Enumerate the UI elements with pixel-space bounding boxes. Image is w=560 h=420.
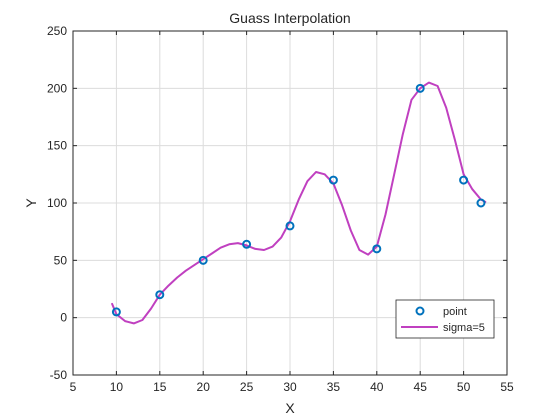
- ticks: 5 10 15 20 25 30 35 40 45 50 55 -50 0 50 100 150 200 250: [47, 24, 514, 394]
- legend-label-sigma: sigma=5: [443, 322, 485, 334]
- data-point-marker: [242, 239, 252, 249]
- data-point-marker: [111, 307, 121, 317]
- legend-box: [395, 299, 495, 339]
- data-point-marker: [415, 83, 425, 93]
- data-point-marker: [372, 244, 382, 254]
- legend-label-point: point: [443, 306, 467, 318]
- x-tick-label: 45: [414, 380, 428, 394]
- data-point-marker: [198, 255, 208, 265]
- y-tick-label: 200: [47, 81, 67, 95]
- x-tick-label: 50: [457, 380, 471, 394]
- x-tick-label: 30: [283, 380, 297, 394]
- x-tick-label: 55: [500, 380, 514, 394]
- data-point-marker: [328, 175, 338, 185]
- data-point-marker: [459, 175, 469, 185]
- y-tick-label: 250: [47, 24, 67, 38]
- x-tick-label: 15: [153, 380, 167, 394]
- y-tick-label: 150: [47, 139, 67, 153]
- x-tick-label: 25: [240, 380, 254, 394]
- series-layer: [111, 81, 487, 325]
- legend: point sigma=5: [395, 299, 495, 339]
- x-tick-label: 10: [110, 380, 124, 394]
- y-tick-label: -50: [50, 368, 68, 382]
- x-tick-label: 35: [327, 380, 341, 394]
- y-axis-label: Y: [23, 198, 39, 208]
- data-point-marker: [285, 221, 295, 231]
- data-point-marker: [155, 290, 165, 300]
- y-tick-label: 100: [47, 196, 67, 210]
- y-tick-label: 0: [60, 311, 67, 325]
- x-axis-label: X: [285, 400, 295, 416]
- series-line-sigma: [111, 81, 487, 325]
- x-tick-label: 5: [70, 380, 77, 394]
- x-tick-label: 20: [197, 380, 211, 394]
- legend-marker-point: [415, 306, 425, 316]
- chart-title: Guass Interpolation: [229, 10, 350, 26]
- x-tick-label: 40: [370, 380, 384, 394]
- data-point-marker: [476, 198, 486, 208]
- y-tick-label: 50: [54, 253, 68, 267]
